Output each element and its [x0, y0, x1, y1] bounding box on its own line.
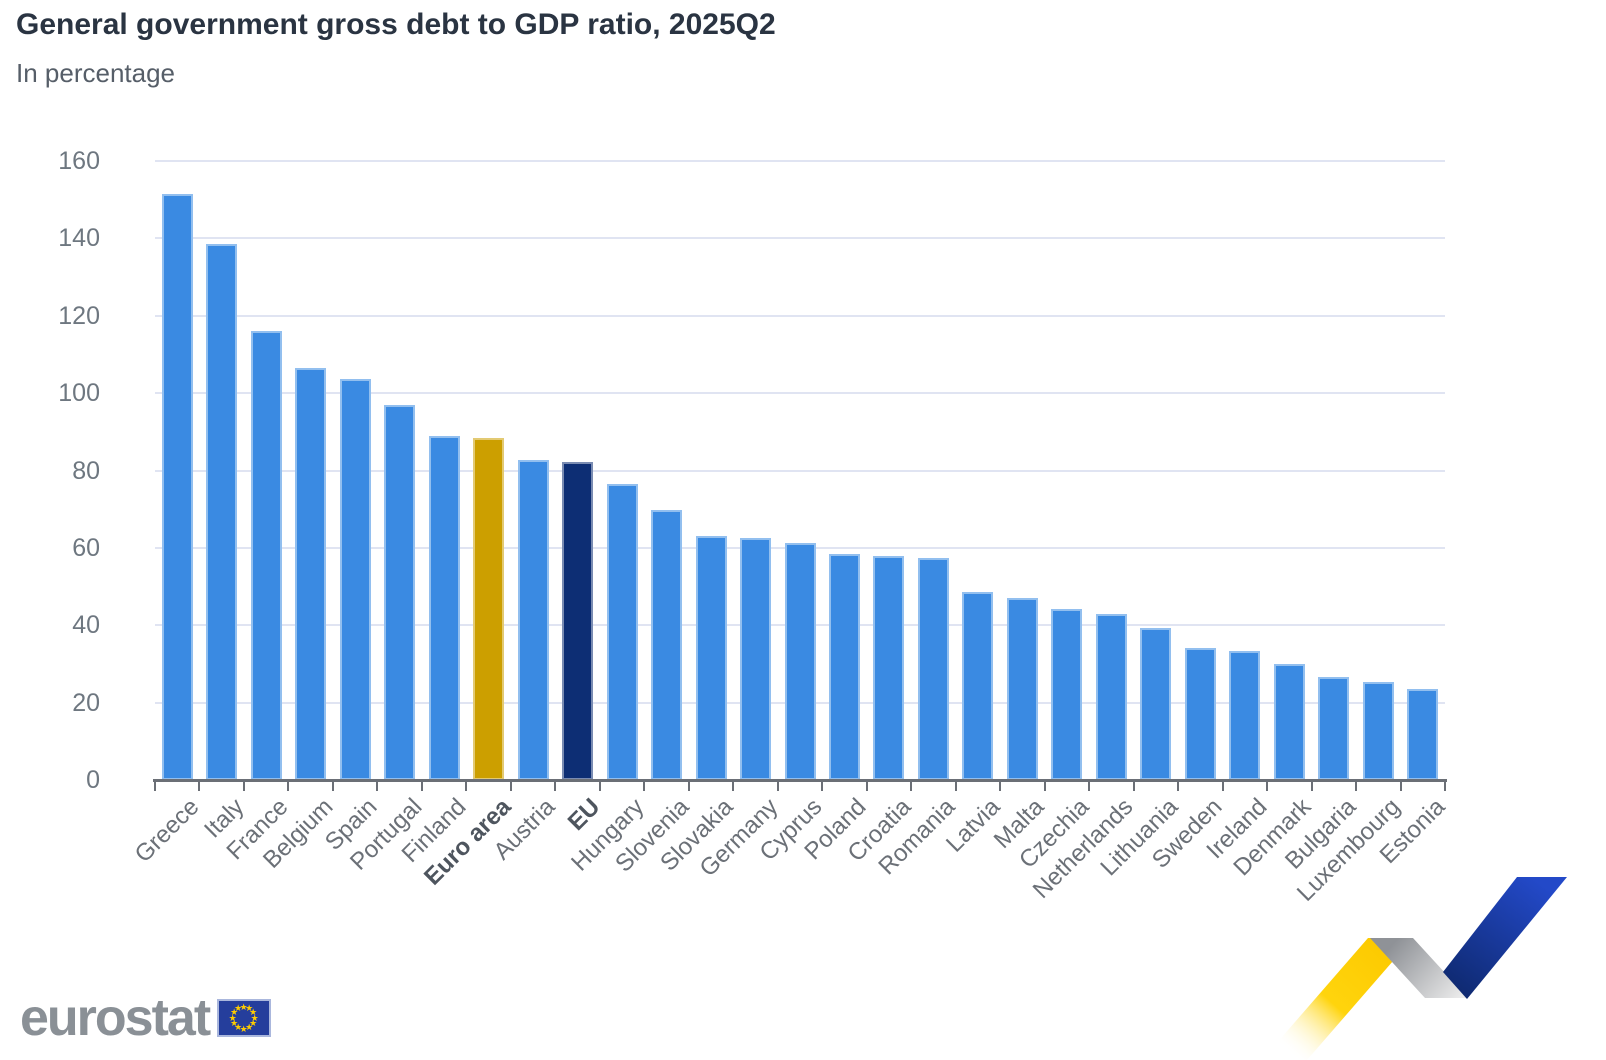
y-tick-label-60: 60: [72, 533, 100, 562]
bar-germany[interactable]: [740, 538, 771, 780]
flag-star-icon: ★: [228, 1012, 237, 1023]
gridline-80: [155, 469, 1445, 472]
y-tick-label-140: 140: [58, 224, 100, 253]
x-tick-6: [421, 782, 423, 791]
gridline-100: [155, 392, 1445, 395]
y-tick-label-160: 160: [58, 147, 100, 175]
x-tick-12: [688, 782, 690, 791]
ribbon-blue-band: [1443, 877, 1567, 999]
bar-slovenia[interactable]: [651, 510, 682, 780]
bar-spain[interactable]: [340, 379, 371, 780]
x-tick-13: [732, 782, 734, 791]
x-tick-21: [1088, 782, 1090, 791]
eurostat-logo: eurostat ★ ★ ★ ★ ★ ★ ★ ★ ★ ★ ★ ★: [20, 989, 272, 1047]
bar-poland[interactable]: [829, 554, 860, 780]
chart-title: General government gross debt to GDP rat…: [16, 8, 776, 41]
x-tick-24: [1222, 782, 1224, 791]
bar-slovakia[interactable]: [696, 536, 727, 780]
x-tick-14: [777, 782, 779, 791]
bar-greece[interactable]: [162, 194, 193, 780]
x-label-greece: Greece: [129, 793, 205, 869]
x-tick-10: [599, 782, 601, 791]
flag-star-icon: ★: [249, 1007, 258, 1017]
bar-romania[interactable]: [918, 558, 949, 780]
flag-star-icon: ★: [250, 1012, 259, 1023]
x-tick-1: [198, 782, 200, 791]
bar-ireland[interactable]: [1229, 651, 1260, 780]
bar-bulgaria[interactable]: [1318, 677, 1349, 780]
x-tick-22: [1133, 782, 1135, 791]
y-tick-label-20: 20: [72, 688, 100, 717]
flag-star-icon: ★: [249, 1018, 258, 1028]
bar-euro-area[interactable]: [473, 438, 504, 780]
x-tick-25: [1266, 782, 1268, 791]
bar-austria[interactable]: [518, 460, 549, 780]
x-tick-29: [1444, 782, 1446, 791]
gridline-140: [155, 237, 1445, 240]
x-tick-26: [1311, 782, 1313, 791]
flag-star-icon: ★: [239, 1001, 248, 1012]
flag-star-icon: ★: [230, 1007, 239, 1017]
x-tick-8: [510, 782, 512, 791]
y-tick-label-80: 80: [72, 456, 100, 485]
x-tick-27: [1355, 782, 1357, 791]
bar-france[interactable]: [251, 331, 282, 780]
eurostat-logo-text: eurostat: [20, 989, 211, 1047]
bar-estonia[interactable]: [1407, 689, 1438, 780]
x-tick-16: [866, 782, 868, 791]
x-tick-18: [955, 782, 957, 791]
x-tick-3: [287, 782, 289, 791]
x-tick-15: [821, 782, 823, 791]
y-tick-label-100: 100: [58, 379, 100, 408]
eurostat-ribbon-graphic: [1262, 877, 1567, 1060]
chart-subtitle: In percentage: [16, 58, 176, 88]
bar-lithuania[interactable]: [1140, 628, 1171, 780]
bar-netherlands[interactable]: [1096, 614, 1127, 780]
eu-flag-icon: ★ ★ ★ ★ ★ ★ ★ ★ ★ ★ ★ ★: [217, 999, 272, 1037]
bar-cyprus[interactable]: [785, 543, 816, 780]
x-tick-17: [910, 782, 912, 791]
ribbon-yellow-band: [1262, 938, 1413, 1060]
x-tick-28: [1400, 782, 1402, 791]
x-tick-20: [1044, 782, 1046, 791]
bar-czechia[interactable]: [1051, 609, 1082, 780]
ribbon-gray-fold: [1370, 938, 1468, 998]
flag-star-icon: ★: [234, 1002, 243, 1013]
x-tick-11: [643, 782, 645, 791]
bar-finland[interactable]: [429, 436, 460, 780]
gridline-120: [155, 314, 1445, 317]
flag-star-icon: ★: [234, 1022, 243, 1033]
bar-hungary[interactable]: [607, 484, 638, 780]
bar-denmark[interactable]: [1274, 664, 1305, 780]
bar-sweden[interactable]: [1185, 648, 1216, 780]
bar-italy[interactable]: [206, 244, 237, 780]
x-tick-5: [376, 782, 378, 791]
flag-star-icon: ★: [245, 1022, 254, 1033]
bar-malta[interactable]: [1007, 598, 1038, 780]
x-tick-2: [243, 782, 245, 791]
x-tick-7: [465, 782, 467, 791]
y-tick-label-40: 40: [72, 611, 100, 640]
flag-star-icon: ★: [230, 1018, 239, 1028]
plot-area: [155, 160, 1445, 780]
bar-belgium[interactable]: [295, 368, 326, 780]
gridline-160: [155, 160, 1445, 162]
bar-croatia[interactable]: [873, 556, 904, 780]
x-tick-0: [154, 782, 156, 791]
flag-star-icon: ★: [245, 1002, 254, 1013]
bar-luxembourg[interactable]: [1363, 682, 1394, 780]
y-tick-label-120: 120: [58, 301, 100, 330]
bar-eu[interactable]: [562, 462, 593, 780]
x-tick-19: [999, 782, 1001, 791]
x-tick-9: [554, 782, 556, 791]
x-tick-4: [332, 782, 334, 791]
y-tick-label-0: 0: [86, 766, 100, 794]
bar-portugal[interactable]: [384, 405, 415, 780]
x-axis-line: [153, 779, 1447, 782]
flag-star-icon: ★: [239, 1023, 248, 1034]
bar-latvia[interactable]: [962, 592, 993, 780]
x-tick-23: [1177, 782, 1179, 791]
